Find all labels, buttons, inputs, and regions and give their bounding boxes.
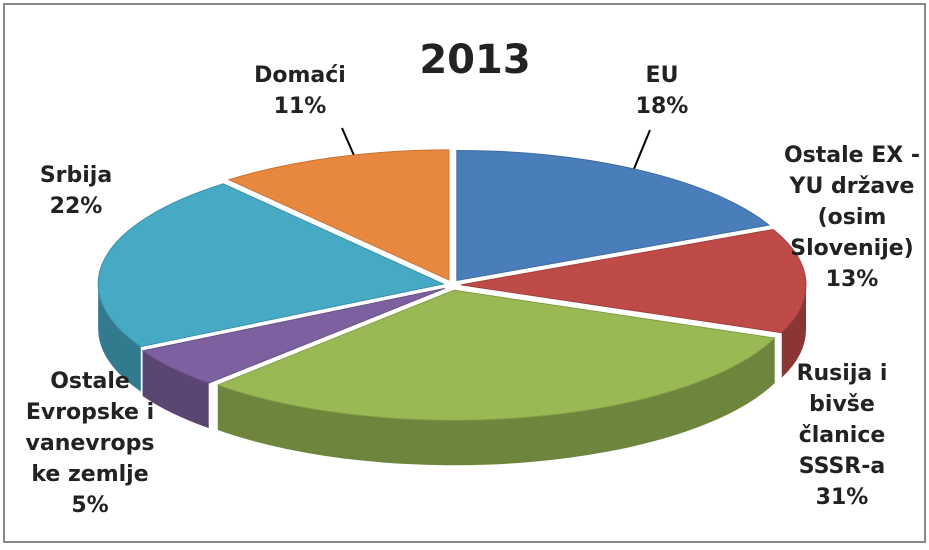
- value-label: 31%: [816, 485, 869, 510]
- category-label-line: Slovenije): [790, 236, 913, 261]
- pie-slice-side: [781, 284, 806, 378]
- category-label-line: EU: [646, 63, 679, 88]
- chart-title: 2013: [419, 37, 530, 83]
- value-label: 5%: [71, 493, 108, 518]
- pie-slice: [141, 287, 446, 384]
- category-label-line: Domaći: [254, 63, 346, 88]
- data-label: Ostale EX - YU države (osim Slovenije) 13%: [784, 143, 920, 292]
- category-label-line: (osim: [818, 205, 887, 230]
- category-label-line: Rusija i: [797, 361, 888, 386]
- category-label-line: Ostale: [50, 369, 130, 394]
- data-label: Srbija 22%: [40, 163, 112, 219]
- category-label: Ostale Evropske i vanevrops ke zemlje: [26, 369, 155, 487]
- category-label-line: YU države: [789, 174, 915, 199]
- pie-slice: [456, 149, 771, 282]
- pie-tops: [97, 149, 807, 421]
- pie-slice-side: [142, 350, 209, 429]
- pie-slice: [227, 149, 450, 281]
- data-label: Rusija i bivše članice SSSR-a 31%: [797, 361, 888, 510]
- pie-slice: [216, 289, 776, 421]
- pie-sides: [98, 283, 806, 466]
- category-label: Srbija: [40, 163, 112, 188]
- data-label: Domaći 11%: [254, 63, 346, 119]
- category-label: Domaći: [254, 63, 346, 88]
- pie-slice: [97, 183, 445, 348]
- category-label-line: vanevrops: [26, 431, 155, 456]
- category-label: EU: [646, 63, 679, 88]
- category-label: Rusija i bivše članice SSSR-a: [797, 361, 888, 479]
- category-label-line: članice: [799, 423, 886, 448]
- category-label-line: Srbija: [40, 163, 112, 188]
- category-label-line: bivše: [809, 392, 875, 417]
- data-label: EU 18%: [636, 63, 689, 119]
- pie-slice-side: [217, 338, 775, 466]
- value-label: 18%: [636, 94, 689, 119]
- value-label: 13%: [826, 267, 879, 292]
- pie-slice-side: [98, 283, 141, 392]
- value-label: 22%: [50, 194, 103, 219]
- category-label-line: SSSR-a: [799, 454, 885, 479]
- value-label: 11%: [274, 94, 327, 119]
- category-label-line: ke zemlje: [31, 462, 148, 487]
- category-label-line: Evropske i: [26, 400, 154, 425]
- pie-slice: [460, 228, 807, 334]
- category-label-line: Ostale EX -: [784, 143, 920, 168]
- data-label: Ostale Evropske i vanevrops ke zemlje 5%: [26, 369, 155, 518]
- category-label: Ostale EX - YU države (osim Slovenije): [784, 143, 920, 261]
